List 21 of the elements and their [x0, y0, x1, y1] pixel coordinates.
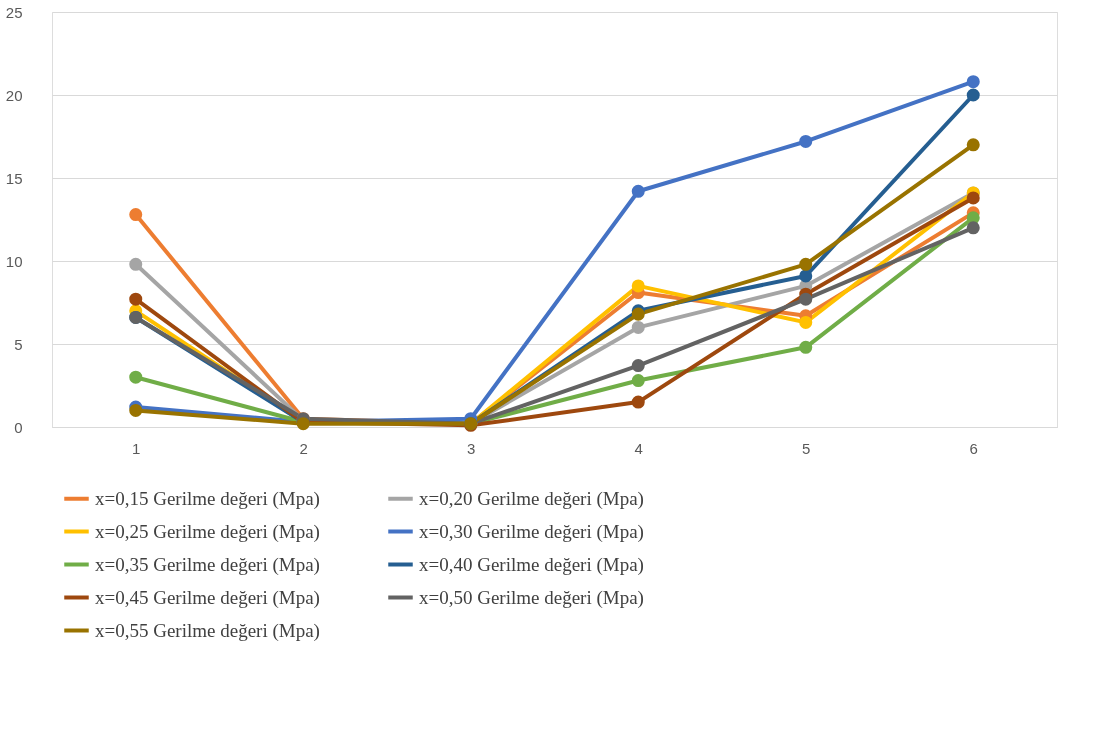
legend-label: x=0,35 Gerilme değeri (Mpa)	[95, 553, 320, 576]
y-tick-label: 25	[5, 3, 23, 21]
x-tick-label: 2	[299, 439, 308, 457]
legend-label: x=0,50 Gerilme değeri (Mpa)	[419, 586, 644, 609]
y-tick-label: 20	[5, 86, 23, 104]
legend-label: x=0,55 Gerilme değeri (Mpa)	[95, 619, 320, 642]
legend-label: x=0,40 Gerilme değeri (Mpa)	[419, 553, 644, 576]
y-tick-label: 5	[14, 335, 23, 353]
x-tick-label: 5	[802, 439, 811, 457]
x-tick-label: 1	[132, 439, 141, 457]
legend-label: x=0,30 Gerilme değeri (Mpa)	[419, 520, 644, 543]
x-tick-label: 6	[969, 439, 978, 457]
y-tick-label: 0	[14, 418, 23, 436]
legend-label: x=0,20 Gerilme değeri (Mpa)	[419, 487, 644, 510]
y-tick-label: 15	[5, 169, 23, 187]
y-tick-label: 10	[5, 252, 23, 270]
legend-label: x=0,25 Gerilme değeri (Mpa)	[95, 520, 320, 543]
x-tick-label: 3	[467, 439, 476, 457]
legend-label: x=0,15 Gerilme değeri (Mpa)	[95, 487, 320, 510]
x-tick-label: 4	[634, 439, 643, 457]
legend-label: x=0,45 Gerilme değeri (Mpa)	[95, 586, 320, 609]
